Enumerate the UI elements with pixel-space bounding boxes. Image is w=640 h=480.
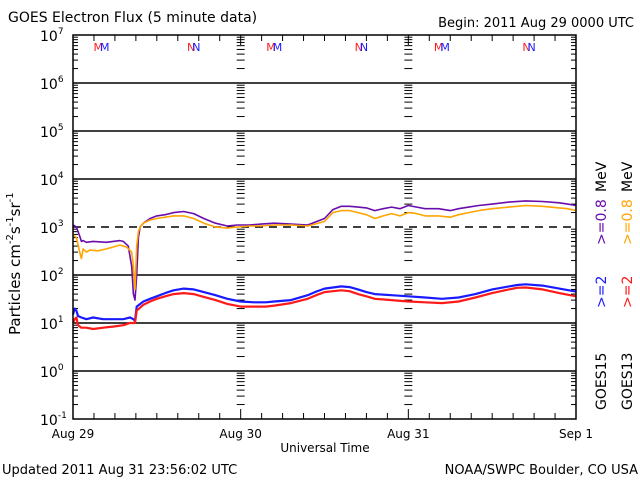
y-tick-label-exponent: 1 (58, 315, 64, 325)
legend: GOES15 >=2 >=0.8 MeV GOES13 >=2 >=0.8 Me… (594, 161, 636, 410)
legend-goes15-ch2: >=2 (594, 276, 610, 308)
y-tick-label-base: 10 (40, 77, 58, 93)
y-tick-label: 101 (40, 315, 64, 333)
y-tick-label: 106 (40, 75, 64, 93)
y-tick-label-base: 10 (40, 413, 58, 429)
orbit-marker-goes13: M (94, 41, 104, 54)
y-axis-label: Particles cm-2s-1sr-1 (5, 192, 24, 335)
orbit-marker: MM (94, 41, 110, 54)
orbit-marker: NN (522, 41, 535, 54)
y-tick-label: 107 (40, 27, 64, 45)
series-line-goes15-2-mev (71, 283, 577, 323)
gridlines (73, 82, 576, 372)
orbit-marker-goes15: M (440, 41, 450, 54)
legend-goes15-unit: MeV (594, 161, 610, 192)
orbit-markers: MM NN MM NN MM NN (94, 41, 536, 54)
legend-goes13-label: GOES13 (620, 353, 636, 410)
legend-goes13-unit: MeV (620, 161, 636, 192)
orbit-marker-goes13: M (266, 41, 276, 54)
y-axis-label-exp2: -1 (5, 216, 16, 226)
x-tick-label: Aug 31 (387, 427, 430, 441)
legend-goes15-ch08: >=0.8 (594, 199, 610, 245)
orbit-marker-goes15: N (192, 41, 200, 54)
x-tick-label: Aug 29 (52, 427, 95, 441)
orbit-marker-goes15: N (360, 41, 368, 54)
y-tick-label-exponent: 3 (58, 219, 64, 229)
series-line-goes15-0-8-mev (72, 200, 577, 301)
y-tick-label-base: 10 (40, 269, 58, 285)
x-tick-label: Sep 1 (559, 427, 593, 441)
y-tick-label-exponent: 0 (58, 363, 64, 373)
orbit-marker-goes15: M (273, 41, 283, 54)
y-tick-label-base: 10 (40, 317, 58, 333)
y-tick-label-exponent: 4 (58, 171, 64, 181)
series-line-goes13-2-mev (71, 286, 577, 331)
credit-label: NOAA/SWPC Boulder, CO USA (445, 463, 638, 478)
x-axis-label: Universal Time (280, 441, 369, 455)
data-series (71, 200, 577, 331)
x-tick-label: Aug 30 (219, 427, 262, 441)
y-tick-label-exponent: 7 (58, 27, 64, 37)
chart-title: GOES Electron Flux (5 minute data) (8, 10, 257, 26)
y-axis-label-exp1: -2 (5, 234, 16, 244)
series-line-goes13-0-8-mev (72, 204, 577, 291)
legend-goes15-label: GOES15 (594, 353, 610, 410)
orbit-marker-goes15: M (100, 41, 110, 54)
y-tick-label-exponent: 5 (58, 123, 64, 133)
y-tick-label-base: 10 (40, 365, 58, 381)
orbit-marker-goes13: N (522, 41, 530, 54)
y-tick-label: 10-1 (40, 411, 67, 429)
orbit-marker-goes15: N (528, 41, 536, 54)
y-tick-label-base: 10 (40, 221, 58, 237)
y-tick-label-base: 10 (40, 125, 58, 141)
y-axis-label-main: Particles cm (6, 244, 24, 335)
orbit-marker-goes13: M (434, 41, 444, 54)
orbit-marker-goes13: N (355, 41, 363, 54)
orbit-marker: MM (266, 41, 282, 54)
x-tick-labels: Aug 29 Aug 30 Aug 31 Sep 1 (52, 427, 593, 441)
begin-label: Begin: 2011 Aug 29 0000 UTC (438, 16, 634, 31)
orbit-marker: NN (187, 41, 200, 54)
y-tick-label: 100 (40, 363, 64, 381)
y-axis-label-s: s (6, 226, 24, 234)
orbit-marker: MM (434, 41, 450, 54)
y-tick-label-exponent: -1 (58, 411, 67, 421)
y-tick-label: 103 (40, 219, 64, 237)
orbit-marker-goes13: N (187, 41, 195, 54)
orbit-marker: NN (355, 41, 368, 54)
y-tick-label-base: 10 (40, 173, 58, 189)
y-tick-label-base: 10 (40, 29, 58, 45)
y-tick-label-exponent: 6 (58, 75, 64, 85)
y-tick-label: 104 (40, 171, 64, 189)
legend-goes13-ch08: >=0.8 (620, 199, 636, 245)
y-axis-label-exp3: -1 (5, 192, 16, 202)
y-axis-label-sr: sr (6, 202, 24, 217)
y-tick-label-exponent: 2 (58, 267, 64, 277)
updated-timestamp: Updated 2011 Aug 31 23:56:02 UTC (2, 463, 237, 478)
y-tick-label: 102 (40, 267, 64, 285)
y-tick-label: 105 (40, 123, 64, 141)
legend-goes13-ch2: >=2 (620, 276, 636, 308)
plot-frame (72, 34, 577, 420)
